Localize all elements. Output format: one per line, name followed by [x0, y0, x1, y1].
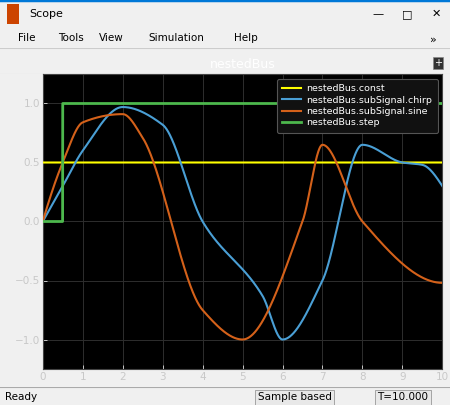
nestedBus.subSignal.chirp — [86, 140, 91, 145]
Title: nestedBus: nestedBus — [210, 58, 275, 71]
nestedBus.step — [389, 101, 394, 106]
Text: Ready: Ready — [5, 392, 37, 403]
Text: T=10.000: T=10.000 — [377, 392, 428, 403]
nestedBus.subSignal.sine — [40, 219, 45, 224]
nestedBus.const — [86, 160, 91, 165]
nestedBus.step — [86, 101, 91, 106]
nestedBus.subSignal.sine — [109, 112, 115, 117]
Text: View: View — [99, 33, 124, 43]
nestedBus.const — [194, 160, 199, 165]
nestedBus.subSignal.chirp — [389, 156, 394, 161]
Text: +: + — [434, 58, 442, 68]
Line: nestedBus.subSignal.sine: nestedBus.subSignal.sine — [43, 114, 442, 339]
nestedBus.step — [60, 101, 65, 106]
nestedBus.subSignal.sine — [440, 280, 445, 285]
nestedBus.const — [40, 160, 45, 165]
nestedBus.subSignal.chirp — [40, 219, 45, 224]
nestedBus.step — [440, 101, 445, 106]
nestedBus.subSignal.sine — [240, 337, 245, 342]
nestedBus.subSignal.chirp — [432, 173, 437, 177]
nestedBus.step — [432, 101, 437, 106]
Text: Scope: Scope — [29, 9, 63, 19]
nestedBus.subSignal.sine — [211, 320, 216, 324]
Line: nestedBus.step: nestedBus.step — [43, 104, 442, 222]
nestedBus.subSignal.sine — [120, 112, 125, 117]
nestedBus.const — [389, 160, 394, 165]
Text: Tools: Tools — [58, 33, 84, 43]
Text: »: » — [430, 35, 436, 45]
Line: nestedBus.subSignal.chirp: nestedBus.subSignal.chirp — [43, 107, 442, 339]
nestedBus.subSignal.chirp — [194, 205, 199, 210]
nestedBus.step — [211, 101, 216, 106]
Text: —: — — [373, 9, 383, 19]
nestedBus.step — [194, 101, 199, 106]
Text: ✕: ✕ — [432, 9, 441, 19]
nestedBus.const — [432, 160, 437, 165]
nestedBus.subSignal.sine — [194, 297, 199, 302]
nestedBus.const — [211, 160, 216, 165]
Bar — [7, 4, 19, 24]
nestedBus.step — [40, 219, 45, 224]
nestedBus.subSignal.sine — [432, 279, 437, 284]
Text: Simulation: Simulation — [148, 33, 204, 43]
nestedBus.subSignal.sine — [389, 251, 394, 256]
nestedBus.subSignal.chirp — [120, 104, 126, 109]
nestedBus.step — [109, 101, 115, 106]
nestedBus.const — [440, 160, 445, 165]
Text: □: □ — [402, 9, 413, 19]
Text: Sample based: Sample based — [258, 392, 332, 403]
nestedBus.subSignal.chirp — [440, 184, 445, 189]
Text: File: File — [18, 33, 36, 43]
nestedBus.subSignal.chirp — [109, 109, 115, 114]
nestedBus.subSignal.sine — [86, 118, 91, 123]
nestedBus.const — [109, 160, 115, 165]
nestedBus.subSignal.chirp — [211, 235, 216, 240]
nestedBus.subSignal.chirp — [280, 337, 285, 342]
Text: Help: Help — [234, 33, 258, 43]
Legend: nestedBus.const, nestedBus.subSignal.chirp, nestedBus.subSignal.sine, nestedBus.: nestedBus.const, nestedBus.subSignal.chi… — [277, 79, 438, 133]
